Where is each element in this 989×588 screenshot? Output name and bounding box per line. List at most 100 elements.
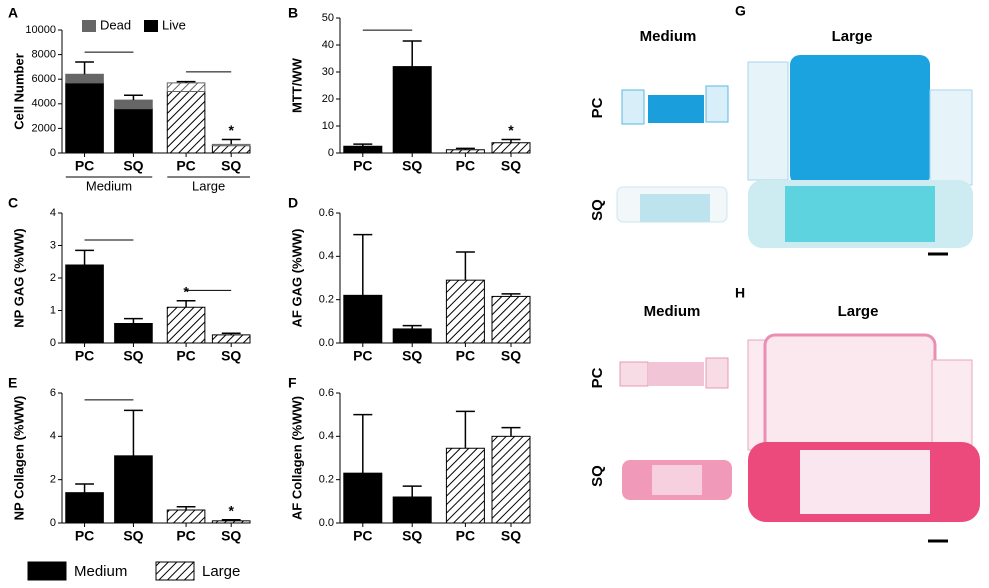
y-axis-label: Cell Number xyxy=(11,53,26,130)
y-tick-label: 30 xyxy=(322,66,334,78)
legend-label: Dead xyxy=(100,17,131,32)
y-tick-label: 4 xyxy=(50,430,56,442)
group-label: Medium xyxy=(86,178,132,193)
y-tick-label: 0.4 xyxy=(319,250,334,262)
x-tick-label: SQ xyxy=(402,158,422,174)
y-axis-label: NP GAG (%WW) xyxy=(11,228,26,327)
y-tick-label: 4 xyxy=(50,207,56,219)
y-tick-label: 0 xyxy=(50,517,56,529)
error-bar xyxy=(455,410,475,449)
legend-label: Medium xyxy=(74,563,127,580)
legend-label: Live xyxy=(162,17,186,32)
tissue-image xyxy=(785,186,935,242)
y-tick-label: 0 xyxy=(50,147,56,159)
y-tick-label: 0.2 xyxy=(319,474,334,486)
panel-label: A xyxy=(8,5,18,21)
bar-segment xyxy=(65,82,104,154)
bar-segment xyxy=(166,82,206,92)
row-label: PC xyxy=(589,97,606,118)
tissue-image xyxy=(747,61,789,181)
bar xyxy=(445,149,485,154)
y-tick-label: 6000 xyxy=(32,73,56,85)
error-bar xyxy=(455,251,475,281)
bar xyxy=(343,145,383,154)
column-label: Medium xyxy=(640,28,697,45)
bar xyxy=(491,142,531,154)
bar xyxy=(211,520,251,524)
legend-swatch xyxy=(144,20,158,32)
panel-label: D xyxy=(288,195,298,211)
error-bar xyxy=(402,324,422,329)
tissue-image xyxy=(929,89,973,186)
bar xyxy=(65,492,104,524)
y-tick-label: 50 xyxy=(322,12,334,24)
x-tick-label: PC xyxy=(75,528,94,544)
bar-segment xyxy=(65,73,104,84)
x-tick-label: PC xyxy=(75,348,94,364)
panel-label: C xyxy=(8,195,18,211)
error-bar xyxy=(501,138,521,143)
x-tick-label: SQ xyxy=(402,528,422,544)
column-label: Large xyxy=(832,28,873,45)
y-tick-label: 0 xyxy=(50,337,56,349)
tissue-image xyxy=(621,89,645,125)
bar xyxy=(445,447,485,524)
legend-swatch xyxy=(27,561,67,581)
tissue-image xyxy=(931,359,973,446)
x-tick-label: SQ xyxy=(501,348,521,364)
x-tick-label: PC xyxy=(456,158,475,174)
error-bar xyxy=(353,413,373,474)
bar-segment xyxy=(166,91,206,154)
y-tick-label: 2 xyxy=(50,474,56,486)
significance-star: * xyxy=(183,283,189,299)
y-axis-label: MTT/WW xyxy=(289,57,304,113)
x-tick-label: SQ xyxy=(501,528,521,544)
bar xyxy=(343,472,383,524)
bar xyxy=(114,323,153,344)
y-tick-label: 40 xyxy=(322,39,334,51)
y-tick-label: 3 xyxy=(50,239,56,251)
bar-segment xyxy=(211,145,251,154)
column-label: Large xyxy=(838,303,879,320)
x-tick-label: PC xyxy=(353,158,372,174)
x-tick-label: PC xyxy=(456,528,475,544)
error-bar xyxy=(124,317,143,324)
bar xyxy=(445,279,485,344)
significance-star: * xyxy=(508,122,514,138)
x-tick-label: SQ xyxy=(123,348,143,364)
y-tick-label: 10 xyxy=(322,120,334,132)
stain-images-h xyxy=(619,333,980,543)
bar xyxy=(491,435,531,524)
bar xyxy=(491,295,531,344)
bar-segment xyxy=(114,99,153,110)
error-bar xyxy=(176,506,196,510)
error-bar xyxy=(221,519,241,521)
legend-label: Large xyxy=(202,563,240,580)
x-tick-label: SQ xyxy=(221,158,241,174)
x-tick-label: SQ xyxy=(221,528,241,544)
x-tick-label: SQ xyxy=(123,528,143,544)
tissue-image xyxy=(648,362,704,386)
tissue-image xyxy=(648,95,704,123)
error-bar xyxy=(501,426,521,437)
y-tick-label: 0.0 xyxy=(319,337,334,349)
x-tick-label: PC xyxy=(176,158,195,174)
x-tick-label: PC xyxy=(353,528,372,544)
y-tick-label: 0.6 xyxy=(319,387,334,399)
error-bar xyxy=(402,40,422,67)
error-bar xyxy=(124,94,143,101)
y-tick-label: 10000 xyxy=(25,24,56,36)
y-axis-label: AF Collagen (%WW) xyxy=(289,396,304,520)
panel-label: G xyxy=(735,3,746,19)
panel-label: B xyxy=(288,5,298,21)
significance-star: * xyxy=(228,502,234,518)
significance-star: * xyxy=(228,122,234,138)
bar xyxy=(211,334,251,344)
y-tick-label: 0.4 xyxy=(319,430,334,442)
panel-label: E xyxy=(8,375,17,391)
error-bar xyxy=(75,249,94,265)
x-tick-label: SQ xyxy=(402,348,422,364)
error-bar xyxy=(402,485,422,497)
y-tick-label: 2 xyxy=(50,272,56,284)
tissue-image xyxy=(705,357,729,389)
